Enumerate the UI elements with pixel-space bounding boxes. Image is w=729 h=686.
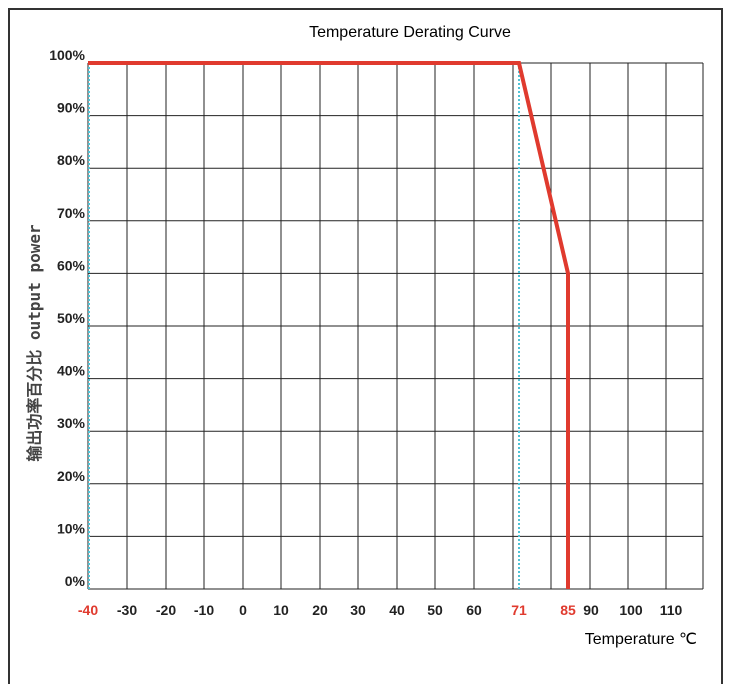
series-layer xyxy=(88,61,570,589)
y-tick-label: 10% xyxy=(57,520,86,536)
x-tick-labels: -40 -30 -20 -10 0 10 20 30 40 50 60 71 85 90 100 110 xyxy=(78,602,683,618)
y-tick-label: 50% xyxy=(57,310,86,326)
x-tick-label: -20 xyxy=(156,602,176,618)
x-tick-label: 30 xyxy=(350,602,366,618)
chart-title: Temperature Derating Curve xyxy=(309,24,511,41)
x-tick-label: 100 xyxy=(619,602,643,618)
y-tick-label: 90% xyxy=(57,100,86,116)
grid xyxy=(87,62,704,590)
x-tick-label: 40 xyxy=(389,602,405,618)
x-tick-label: 90 xyxy=(583,602,599,618)
x-tick-label: 71 xyxy=(511,602,527,618)
y-tick-label: 20% xyxy=(57,468,86,484)
x-tick-label: 85 xyxy=(560,602,576,618)
x-tick-label: 50 xyxy=(427,602,443,618)
x-tick-label: 10 xyxy=(273,602,289,618)
x-tick-label: 110 xyxy=(660,602,683,618)
derating-curve-line xyxy=(88,61,570,589)
x-tick-label: -30 xyxy=(117,602,137,618)
x-tick-label: -40 xyxy=(78,602,98,618)
x-tick-label: 0 xyxy=(239,602,247,618)
y-tick-label: 100% xyxy=(49,47,85,63)
y-axis-label: 输出功率百分比 output power xyxy=(25,224,44,461)
y-tick-label: 40% xyxy=(57,363,86,379)
y-tick-label: 70% xyxy=(57,205,86,221)
y-tick-label: 80% xyxy=(57,152,86,168)
y-tick-label: 0% xyxy=(65,573,86,589)
x-axis-label: Temperature ℃ xyxy=(585,631,697,648)
y-tick-labels: 0% 10% 20% 30% 40% 50% 60% 70% 80% 90% 100% xyxy=(49,47,85,589)
y-tick-label: 60% xyxy=(57,257,86,273)
x-tick-label: 20 xyxy=(312,602,328,618)
chart-frame xyxy=(8,8,723,684)
x-tick-label: 60 xyxy=(466,602,482,618)
x-tick-label: -10 xyxy=(194,602,214,618)
y-tick-label: 30% xyxy=(57,415,86,431)
